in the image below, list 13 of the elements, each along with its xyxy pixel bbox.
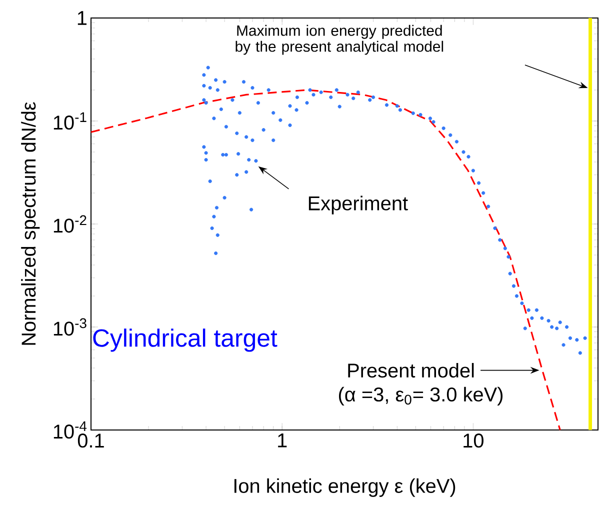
y-tick-label: 10$^{-2}$	[54, 215, 86, 233]
annotation: Experiment	[308, 196, 408, 214]
annotation: (α =3, ε$_{0}$= 3.0 keV)	[338, 386, 503, 406]
annotation: Present model	[348, 362, 474, 378]
y-tick-label: 10$^{-3}$	[54, 318, 86, 336]
y-axis-title: Normalized spectrum dN/dε	[21, 102, 40, 345]
annotation: Cylindrical target	[93, 328, 278, 352]
x-tick-label: 10	[464, 434, 484, 448]
annotation: Maximum ion energy predicted by the present analytical model	[236, 24, 444, 55]
x-tick-label: 1	[278, 434, 287, 448]
x-axis-title: Ion kinetic energy ε (keV)	[234, 478, 456, 497]
y-tick-label: 1	[78, 11, 87, 25]
y-tick-label: 10$^{-1}$	[54, 112, 86, 130]
